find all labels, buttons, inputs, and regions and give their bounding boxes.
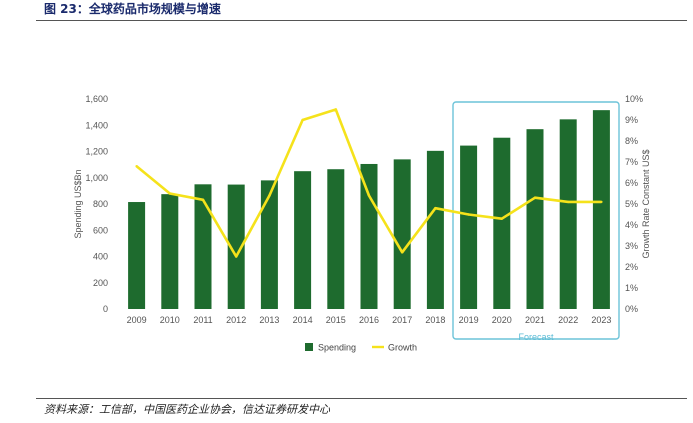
bar-2010 <box>161 194 179 309</box>
growth-point-2020 <box>500 217 503 220</box>
y-tick-label: 600 <box>93 225 108 235</box>
x-tick-label: 2012 <box>226 315 246 325</box>
x-tick-label: 2009 <box>127 315 147 325</box>
x-tick-label: 2015 <box>326 315 346 325</box>
x-tick-label: 2022 <box>558 315 578 325</box>
growth-point-2022 <box>567 200 570 204</box>
axes: 0 200 400 600 800 1,000 1,200 1,400 1,600 0% 1% 2% 3… <box>73 94 651 325</box>
y-tick-label: 1,400 <box>85 120 108 130</box>
bar-2016 <box>360 163 378 309</box>
growth-line-layer <box>135 108 603 258</box>
y-tick-label: 0 <box>103 304 108 314</box>
y-axis-title: Spending US$Bn <box>73 169 83 238</box>
y-tick-label: 1,200 <box>85 147 108 157</box>
chart: Forecast 0 200 400 600 800 1,000 1,200 1,400 1,6… <box>73 94 651 353</box>
x-tick-label: 2018 <box>425 315 445 325</box>
x-tick-label: 2023 <box>591 315 611 325</box>
growth-point-2010 <box>168 192 171 195</box>
forecast-box <box>452 101 620 340</box>
bar-2022 <box>559 119 577 309</box>
bar-2015 <box>327 169 345 309</box>
y2-axis-title: Growth Rate Constant US$ <box>641 149 651 258</box>
y2-tick-label: 1% <box>625 283 638 293</box>
source-note: 资料来源：工信部，中国医药企业协会，信达证券研发中心 <box>44 403 330 416</box>
bar-2012 <box>227 184 245 309</box>
growth-point-2021 <box>533 196 537 199</box>
bar-2023 <box>592 110 610 309</box>
growth-point-2011 <box>201 198 205 201</box>
legend-label-growth: Growth <box>388 343 417 353</box>
x-tick-label: 2021 <box>525 315 545 325</box>
figure-title: 图 23：全球药品市场规模与增速 <box>44 2 221 16</box>
growth-point-2023 <box>600 200 603 204</box>
legend-label-spending: Spending <box>318 343 356 353</box>
forecast-label: Forecast <box>518 332 554 342</box>
bar-2017 <box>393 159 411 309</box>
growth-point-2018 <box>434 207 437 210</box>
growth-point-2016 <box>367 194 371 197</box>
y-tick-label: 200 <box>93 278 108 288</box>
y2-tick-label: 6% <box>625 178 638 188</box>
bar-2021 <box>526 129 544 309</box>
growth-point-2017 <box>401 251 404 254</box>
y2-tick-label: 10% <box>625 94 643 104</box>
forecast-region: Forecast <box>452 101 620 342</box>
x-tick-label: 2013 <box>259 315 279 325</box>
x-tick-label: 2014 <box>293 315 313 325</box>
bar-2019 <box>460 145 478 309</box>
y2-tick-label: 2% <box>625 262 638 272</box>
bar-2020 <box>493 137 511 309</box>
x-tick-label: 2016 <box>359 315 379 325</box>
growth-point-2013 <box>268 194 271 197</box>
growth-point-2014 <box>301 118 304 122</box>
bar-2009 <box>128 202 146 309</box>
y-tick-label: 400 <box>93 252 108 262</box>
legend-swatch-spending <box>305 343 313 351</box>
title-divider <box>36 20 687 21</box>
spending-bars <box>128 110 610 309</box>
y2-tick-label: 9% <box>625 115 638 125</box>
x-tick-label: 2017 <box>392 315 412 325</box>
x-tick-label: 2010 <box>160 315 180 325</box>
bar-2013 <box>260 180 278 309</box>
y-tick-label: 800 <box>93 199 108 209</box>
bar-2014 <box>294 171 312 309</box>
bar-2018 <box>426 150 444 309</box>
x-tick-label: 2011 <box>193 315 212 325</box>
y2-tick-label: 5% <box>625 199 638 209</box>
y-tick-label: 1,000 <box>85 173 108 183</box>
y2-tick-label: 0% <box>625 304 638 314</box>
y2-tick-label: 4% <box>625 220 638 230</box>
growth-point-2015 <box>334 108 337 111</box>
y2-tick-label: 7% <box>625 157 638 167</box>
x-tick-label: 2019 <box>459 315 479 325</box>
source-divider <box>36 398 687 399</box>
y2-tick-label: 3% <box>625 241 638 251</box>
growth-point-2009 <box>135 165 138 168</box>
x-tick-label: 2020 <box>492 315 512 325</box>
y-tick-label: 1,600 <box>85 94 108 104</box>
legend: Spending Growth <box>305 343 417 353</box>
growth-point-2019 <box>467 213 470 216</box>
bar-2011 <box>194 184 212 309</box>
growth-point-2012 <box>235 255 238 258</box>
y2-tick-label: 8% <box>625 136 638 146</box>
